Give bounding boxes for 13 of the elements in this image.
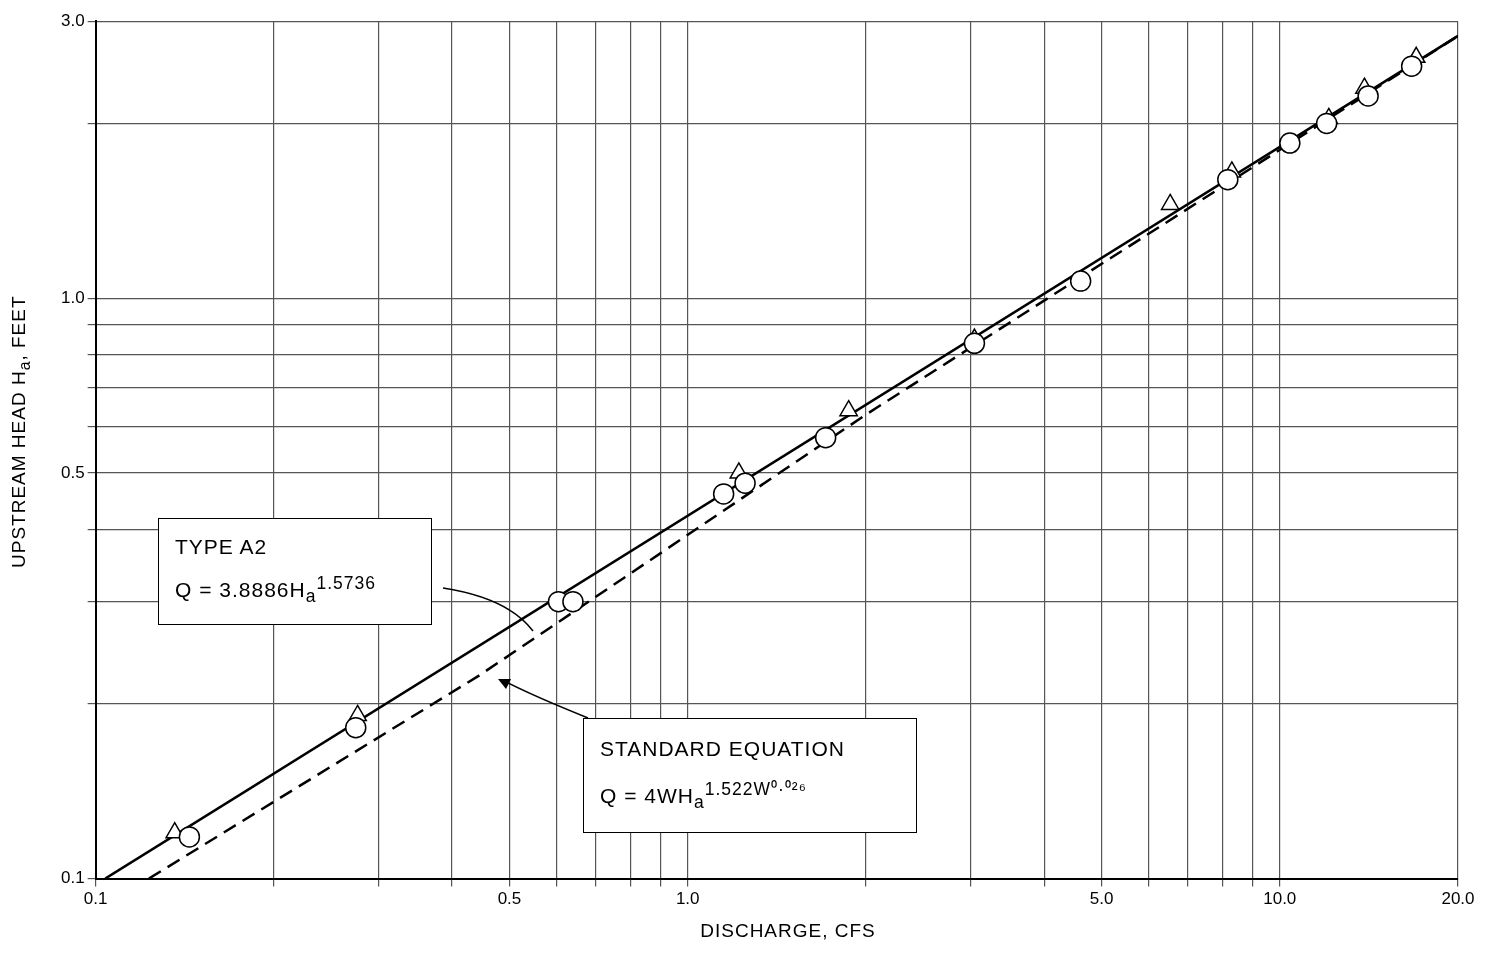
x-tick-label: 5.0 — [1089, 889, 1114, 909]
x-tick-label: 1.0 — [675, 889, 700, 909]
x-tick-label: 20.0 — [1441, 889, 1475, 909]
y-tick-label: 0.5 — [60, 462, 85, 482]
x-axis-title: DISCHARGE, CFS — [699, 920, 877, 942]
y-tick-label: 3.0 — [60, 10, 85, 30]
annotation: STANDARD EQUATION — [600, 736, 846, 762]
x-tick-label: 0.1 — [83, 889, 108, 909]
annotation: TYPE A2 — [175, 534, 269, 560]
x-tick-label: 0.5 — [497, 889, 522, 909]
x-tick-label: 10.0 — [1263, 889, 1297, 909]
y-tick-label: 1.0 — [60, 287, 85, 307]
y-tick-label: 0.1 — [60, 868, 85, 888]
